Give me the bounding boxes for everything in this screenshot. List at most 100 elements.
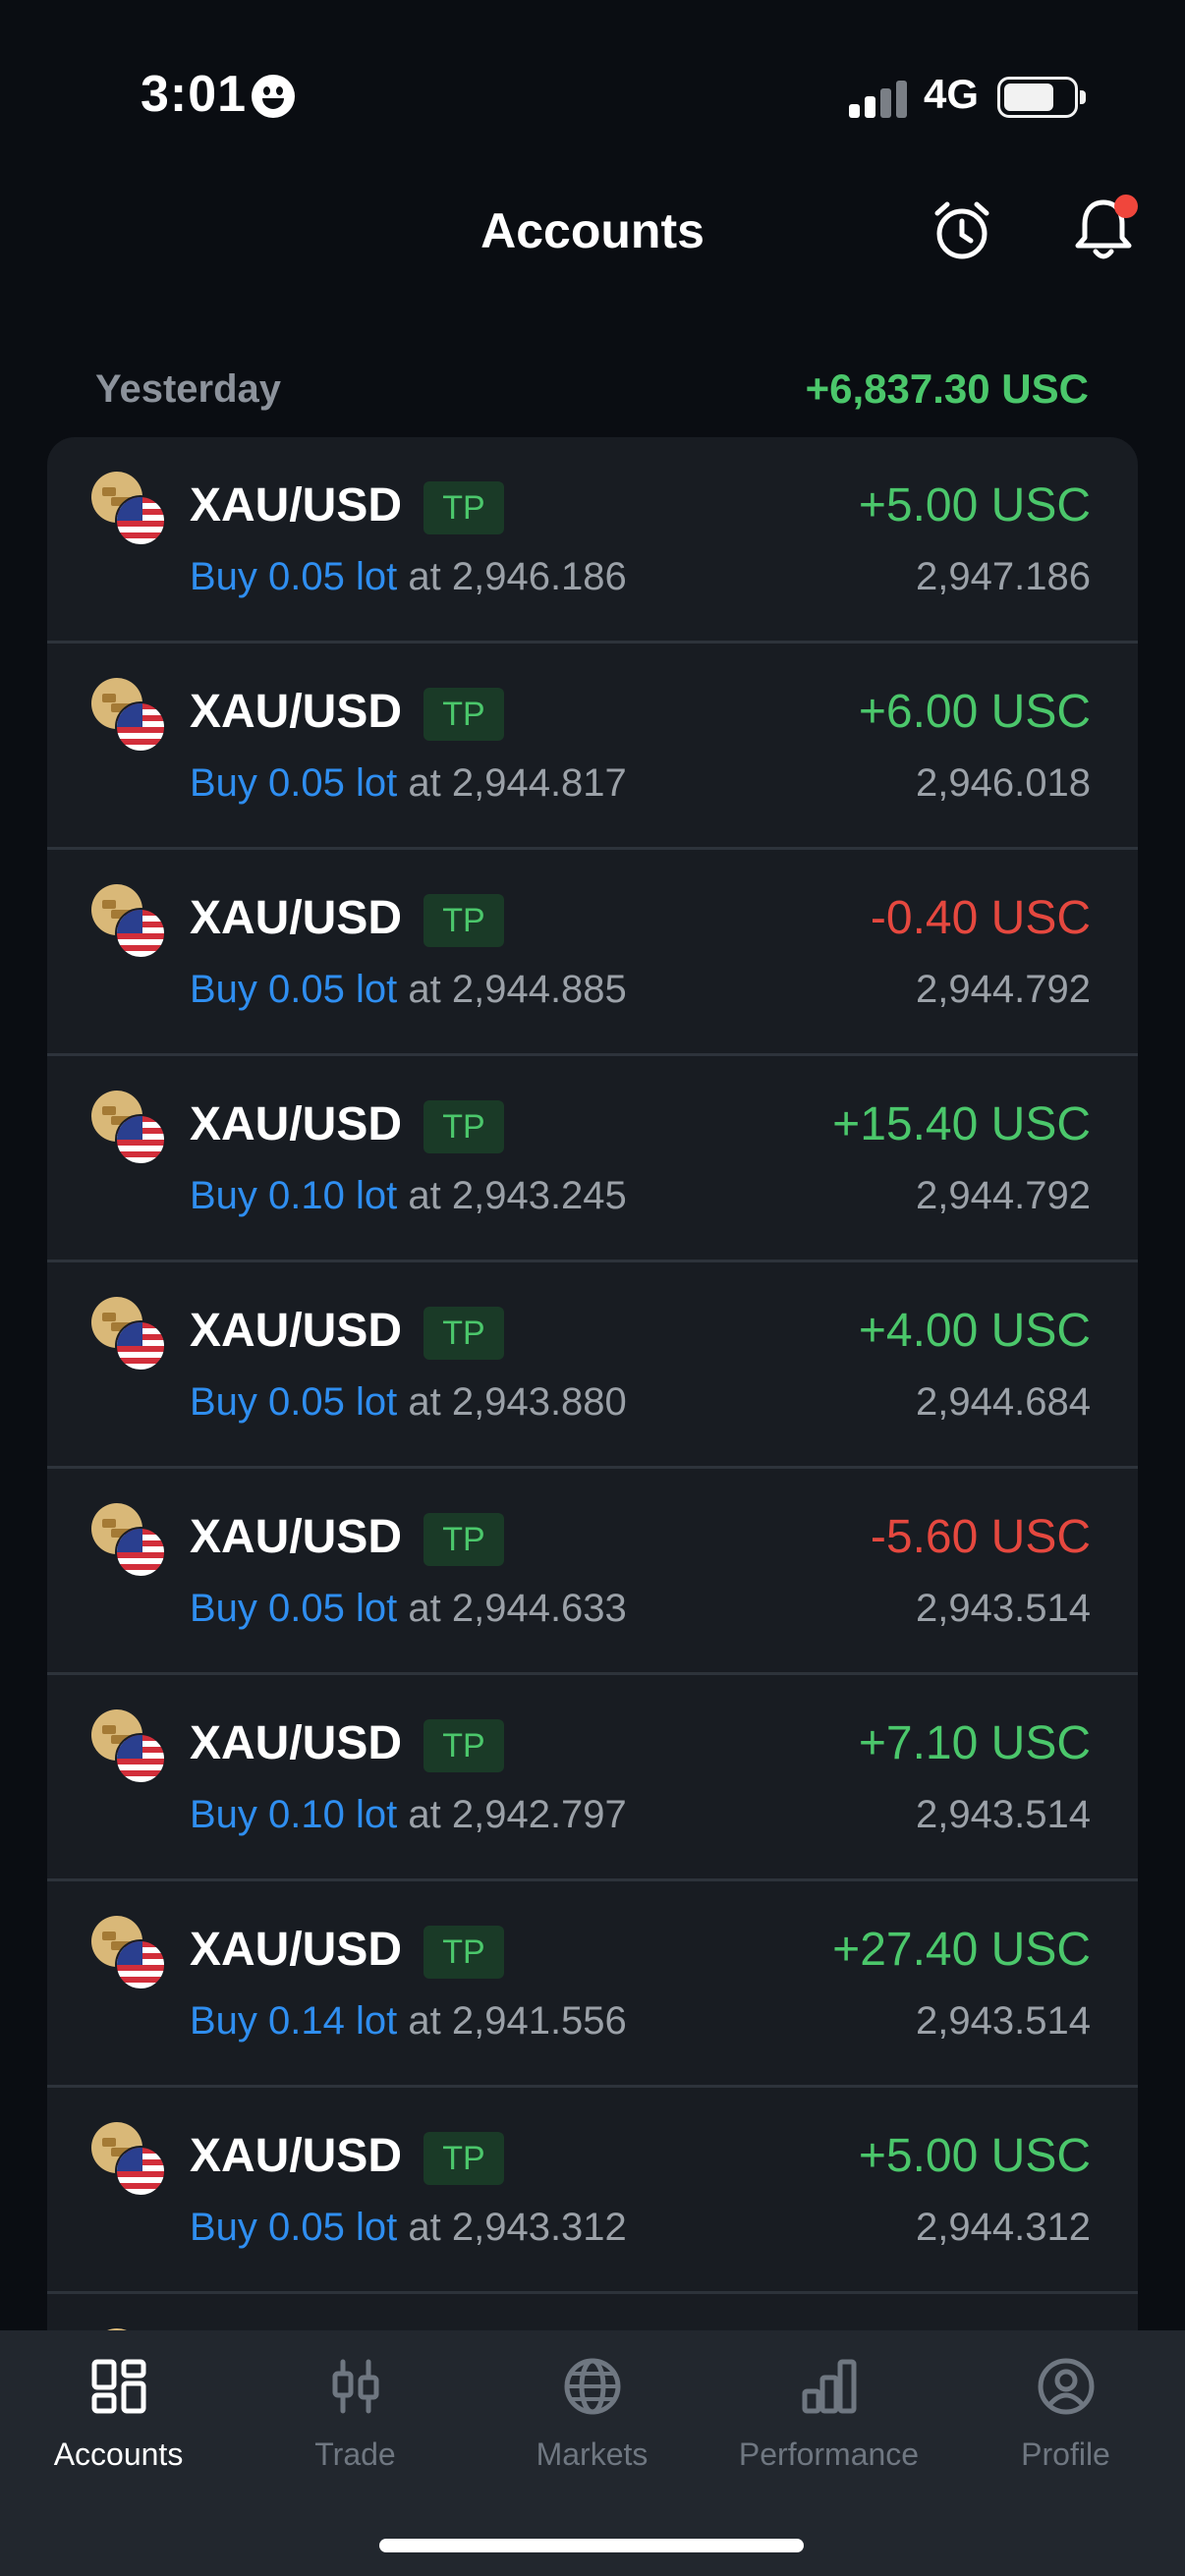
trade-row[interactable]: XAU/USD TP Buy 0.05 lot at 2,944.885 -0.40 …	[47, 850, 1138, 1056]
trade-detail: Buy 0.10 lot at 2,942.797	[190, 1793, 627, 1837]
status-bar: 3:01 4G	[0, 0, 1185, 196]
tp-badge: TP	[423, 2132, 504, 2185]
network-label: 4G	[924, 71, 980, 117]
trade-lot: Buy 0.05 lot	[190, 761, 398, 805]
date-group-total: +6,837.30 USC	[805, 365, 1089, 412]
trade-open-price: at 2,943.312	[408, 2206, 627, 2249]
trade-profit: +5.00 USC	[858, 2130, 1091, 2182]
us-flag-icon	[115, 1527, 166, 1578]
bar-chart-icon	[802, 2359, 857, 2414]
trade-row[interactable]: XAU/USD TP Buy 0.05 lot at 2,943.312 +5.00 …	[47, 2088, 1138, 2294]
trade-detail: Buy 0.14 lot at 2,941.556	[190, 1999, 627, 2044]
grid-icon	[91, 2359, 146, 2414]
tp-badge: TP	[423, 481, 504, 534]
date-group-label: Yesterday	[95, 367, 282, 411]
trade-lot: Buy 0.14 lot	[190, 1999, 398, 2043]
trade-lot: Buy 0.10 lot	[190, 1793, 398, 1836]
trade-open-price: at 2,943.880	[408, 1380, 627, 1424]
smiley-icon	[252, 75, 295, 118]
trade-detail: Buy 0.05 lot at 2,944.885	[190, 968, 627, 1012]
nav-label: Accounts	[53, 2436, 184, 2472]
trade-detail: Buy 0.05 lot at 2,943.312	[190, 2206, 627, 2250]
trade-lot: Buy 0.05 lot	[190, 2206, 398, 2249]
trade-row-partial[interactable]	[47, 2294, 1138, 2333]
gold-usd-pair-icon	[91, 2122, 166, 2197]
trade-open-price: at 2,942.797	[408, 1793, 627, 1836]
tp-badge: TP	[423, 688, 504, 741]
trade-detail: Buy 0.05 lot at 2,946.186	[190, 555, 627, 599]
nav-trade[interactable]: Trade	[237, 2330, 474, 2527]
trade-history-list: XAU/USD TP Buy 0.05 lot at 2,946.186 +5.00 …	[47, 437, 1138, 2333]
trade-profit: +6.00 USC	[858, 686, 1091, 738]
battery-icon	[997, 77, 1086, 118]
candlestick-icon	[332, 2359, 379, 2414]
bottom-navigation: Accounts Trade Markets Performance P	[0, 2330, 1185, 2576]
trade-row[interactable]: XAU/USD TP Buy 0.05 lot at 2,944.817 +6.00 …	[47, 644, 1138, 850]
us-flag-icon	[115, 495, 166, 546]
nav-accounts[interactable]: Accounts	[0, 2330, 237, 2527]
trade-lot: Buy 0.05 lot	[190, 555, 398, 598]
trade-row[interactable]: XAU/USD TP Buy 0.10 lot at 2,942.797 +7.10 …	[47, 1675, 1138, 1881]
trade-detail: Buy 0.05 lot at 2,944.817	[190, 761, 627, 806]
trade-row[interactable]: XAU/USD TP Buy 0.14 lot at 2,941.556 +27.40…	[47, 1881, 1138, 2088]
nav-label: Performance	[738, 2436, 920, 2472]
globe-icon	[564, 2358, 621, 2415]
nav-label: Markets	[536, 2436, 649, 2472]
trade-row[interactable]: XAU/USD TP Buy 0.05 lot at 2,944.633 -5.60 …	[47, 1469, 1138, 1675]
status-time: 3:01	[141, 66, 248, 123]
trade-row[interactable]: XAU/USD TP Buy 0.05 lot at 2,946.186 +5.00 …	[47, 437, 1138, 644]
alarm-clock-icon[interactable]	[928, 196, 996, 265]
tp-badge: TP	[423, 1719, 504, 1772]
trade-symbol: XAU/USD	[190, 1924, 403, 1976]
tp-badge: TP	[423, 894, 504, 947]
trade-close-price: 2,944.312	[916, 2206, 1091, 2249]
nav-performance[interactable]: Performance	[710, 2330, 947, 2527]
tp-badge: TP	[423, 1100, 504, 1153]
tp-badge: TP	[423, 1926, 504, 1979]
trade-profit: -5.60 USC	[870, 1511, 1091, 1563]
user-circle-icon	[1038, 2358, 1095, 2415]
us-flag-icon	[115, 1114, 166, 1165]
gold-usd-pair-icon	[91, 472, 166, 546]
us-flag-icon	[115, 701, 166, 753]
trade-close-price: 2,943.514	[916, 1587, 1091, 1630]
gold-usd-pair-icon	[91, 1916, 166, 1990]
page-title: Accounts	[480, 203, 705, 258]
home-indicator	[379, 2539, 804, 2552]
gold-usd-pair-icon	[91, 678, 166, 753]
trade-symbol: XAU/USD	[190, 1717, 403, 1769]
nav-label: Profile	[1021, 2436, 1110, 2472]
trade-profit: +5.00 USC	[858, 479, 1091, 532]
trade-open-price: at 2,941.556	[408, 1999, 627, 2043]
trade-symbol: XAU/USD	[190, 1511, 403, 1563]
nav-profile[interactable]: Profile	[947, 2330, 1184, 2527]
gold-usd-pair-icon	[91, 1297, 166, 1372]
trade-close-price: 2,944.792	[916, 968, 1091, 1011]
trade-profit: -0.40 USC	[870, 892, 1091, 944]
trade-lot: Buy 0.05 lot	[190, 1380, 398, 1424]
trade-close-price: 2,944.684	[916, 1380, 1091, 1424]
trade-open-price: at 2,944.633	[408, 1587, 627, 1630]
trade-lot: Buy 0.10 lot	[190, 1174, 398, 1217]
trade-open-price: at 2,943.245	[408, 1174, 627, 1217]
us-flag-icon	[115, 1733, 166, 1784]
trade-profit: +15.40 USC	[832, 1098, 1091, 1150]
trade-close-price: 2,947.186	[916, 555, 1091, 598]
trade-row[interactable]: XAU/USD TP Buy 0.05 lot at 2,943.880 +4.00 …	[47, 1262, 1138, 1469]
trade-detail: Buy 0.05 lot at 2,944.633	[190, 1587, 627, 1631]
gold-usd-pair-icon	[91, 1709, 166, 1784]
trade-profit: +27.40 USC	[832, 1924, 1091, 1976]
trade-close-price: 2,944.792	[916, 1174, 1091, 1217]
trade-close-price: 2,943.514	[916, 1999, 1091, 2043]
trade-lot: Buy 0.05 lot	[190, 968, 398, 1011]
tp-badge: TP	[423, 1307, 504, 1360]
trade-symbol: XAU/USD	[190, 1305, 403, 1357]
us-flag-icon	[115, 1939, 166, 1990]
trade-symbol: XAU/USD	[190, 2130, 403, 2182]
trade-row[interactable]: XAU/USD TP Buy 0.10 lot at 2,943.245 +15.40…	[47, 1056, 1138, 1262]
us-flag-icon	[115, 2146, 166, 2197]
trade-open-price: at 2,944.817	[408, 761, 627, 805]
us-flag-icon	[115, 908, 166, 959]
nav-markets[interactable]: Markets	[474, 2330, 710, 2527]
nav-label: Trade	[314, 2436, 396, 2472]
